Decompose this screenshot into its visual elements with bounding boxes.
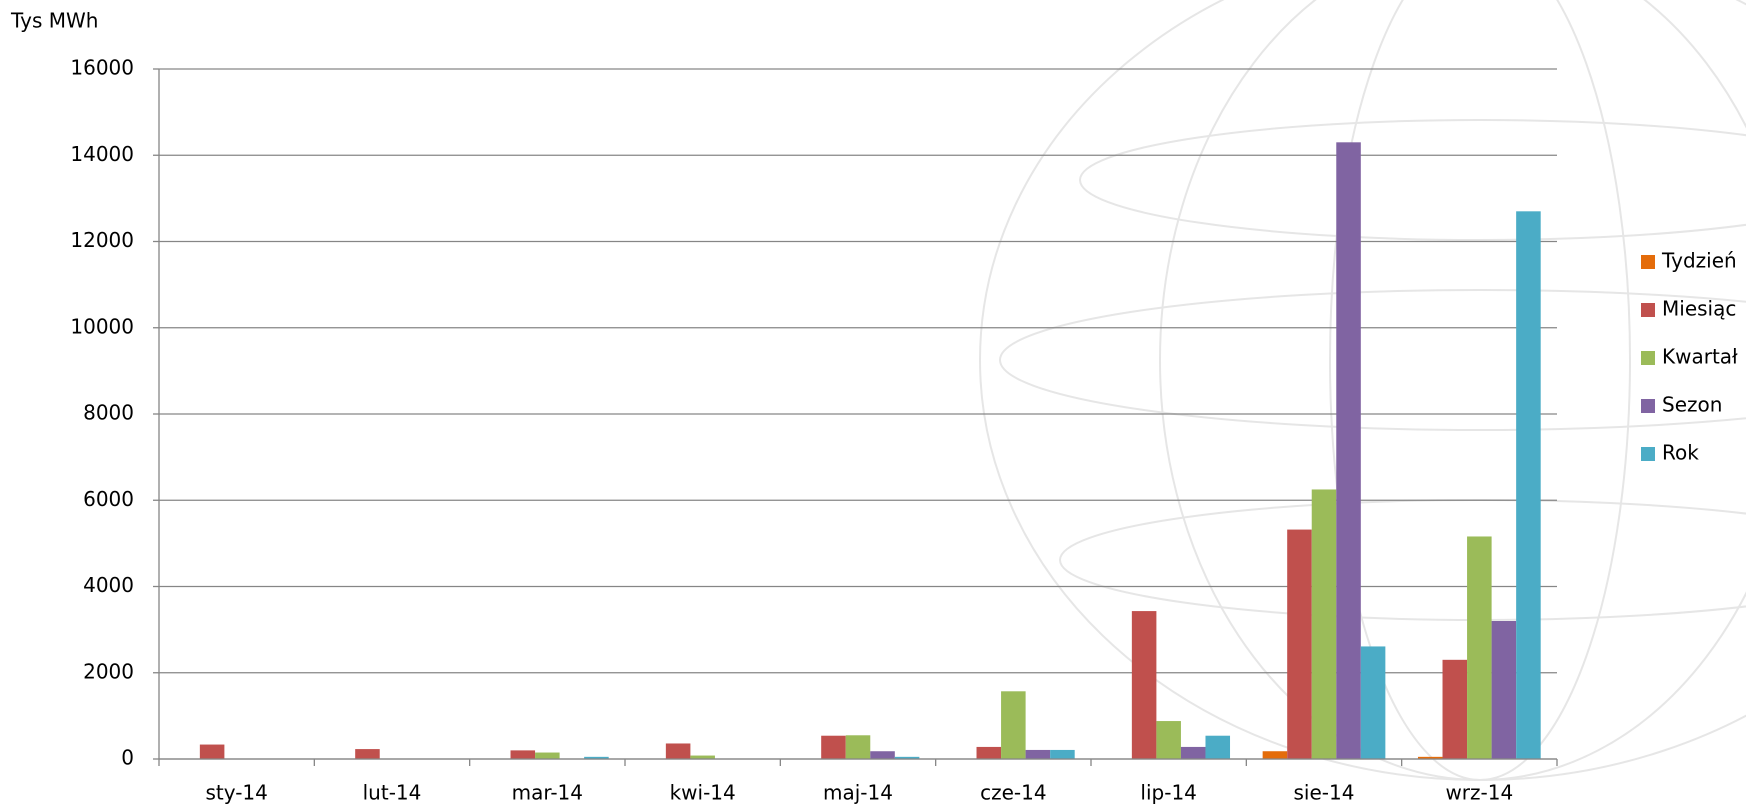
x-tick-label: wrz-14: [1445, 781, 1513, 805]
bar: [1287, 529, 1312, 759]
y-tick-label: 12000: [70, 228, 134, 252]
y-tick-label: 0: [121, 746, 134, 770]
y-axis-label: Tys MWh: [10, 9, 98, 33]
bar: [870, 751, 895, 759]
x-tick-label: sie-14: [1294, 781, 1355, 805]
legend-label: Miesiąc: [1662, 297, 1736, 321]
bar: [1417, 756, 1443, 759]
legend-swatch: [1641, 255, 1655, 269]
y-tick-label: 8000: [83, 401, 134, 425]
bar: [821, 735, 846, 759]
bar: [1360, 646, 1386, 759]
bar: [1336, 142, 1361, 759]
y-tick-label: 14000: [70, 142, 134, 166]
bar: [1442, 659, 1468, 759]
bar: [1131, 611, 1157, 759]
legend-label: Sezon: [1662, 393, 1722, 417]
bar: [584, 756, 609, 759]
bar: [1467, 536, 1492, 759]
x-tick-label: mar-14: [512, 781, 583, 805]
legend-swatch: [1641, 447, 1655, 461]
x-tick-label: lip-14: [1140, 781, 1196, 805]
bar: [510, 750, 536, 759]
x-tick-label: maj-14: [823, 781, 893, 805]
bar: [355, 749, 380, 759]
bar: [665, 743, 691, 759]
legend-swatch: [1641, 303, 1655, 317]
bar: [535, 752, 560, 759]
bar: [845, 735, 871, 759]
x-tick-label: kwi-14: [670, 781, 736, 805]
bar: [1050, 749, 1075, 759]
y-tick-label: 16000: [70, 56, 134, 80]
legend-swatch: [1641, 399, 1655, 413]
bar: [1516, 211, 1541, 759]
bar: [690, 755, 715, 759]
legend-swatch: [1641, 351, 1655, 365]
legend-label: Kwartał: [1662, 345, 1738, 369]
bar: [1205, 735, 1231, 759]
bar: [1025, 749, 1051, 759]
legend-label: Rok: [1662, 441, 1699, 465]
bar: [1311, 489, 1337, 759]
x-tick-label: sty-14: [205, 781, 267, 805]
y-tick-label: 6000: [83, 487, 134, 511]
y-tick-label: 10000: [70, 314, 134, 338]
y-tick-label: 4000: [83, 573, 134, 597]
bar: [1262, 751, 1288, 759]
x-tick-label: lut-14: [363, 781, 422, 805]
bar: [894, 756, 920, 759]
bar: [1001, 691, 1026, 759]
bar: [1491, 621, 1517, 759]
x-tick-label: cze-14: [980, 781, 1046, 805]
bar: [199, 744, 225, 759]
bar: [1180, 746, 1206, 759]
bar: [976, 746, 1002, 759]
y-tick-label: 2000: [83, 659, 134, 683]
legend-label: Tydzień: [1661, 249, 1737, 273]
bar: [1156, 721, 1181, 759]
